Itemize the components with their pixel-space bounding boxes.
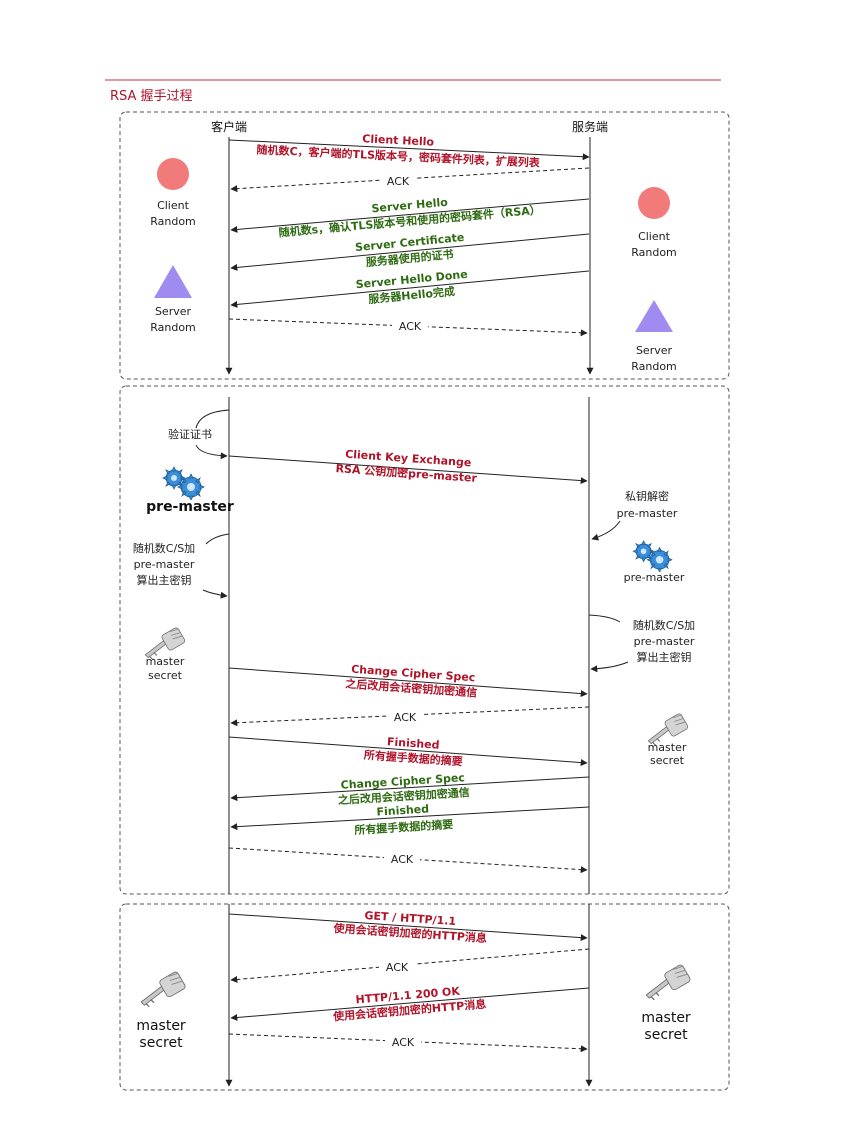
master-client-3-1: master: [136, 1018, 186, 1034]
ack5-label: ACK: [386, 961, 409, 974]
master-server-3-1: master: [641, 1010, 691, 1026]
cke-arrow: [228, 455, 588, 485]
page-title: RSA 握手过程: [110, 89, 193, 104]
gear-icon-server: [632, 540, 673, 572]
key-icon-client-3: [140, 970, 187, 1008]
calc-client-1: 随机数C/S加: [133, 541, 195, 555]
phase3-box: [119, 903, 730, 1091]
server-random-icon: [635, 300, 673, 332]
decrypt-bracket: [591, 520, 621, 541]
ccs-client-arrow: [228, 667, 588, 698]
ccs-server-arrow: [230, 776, 590, 802]
client-label: 客户端: [211, 119, 247, 134]
get-label: GET / HTTP/1.1: [364, 909, 456, 928]
server-random-server-label-1: Server: [636, 344, 673, 357]
fin-client-label: Finished: [387, 735, 440, 752]
fin-server-arrow: [230, 806, 590, 831]
calc-server-2: pre-master: [634, 635, 695, 648]
pre-master-client: pre-master: [146, 499, 234, 515]
pre-master-server: pre-master: [624, 571, 685, 584]
client-random-icon: [157, 158, 189, 190]
client-random-server-label-1: Client: [638, 230, 671, 243]
ack5-arrow: [230, 948, 590, 983]
master-server-2: secret: [650, 754, 685, 767]
fin-server-detail: 所有握手数据的摘要: [354, 817, 454, 837]
master-client-1: master: [146, 655, 185, 668]
master-client-2: secret: [148, 669, 183, 682]
fin-server-label: Finished: [376, 802, 429, 818]
client-hello-label: Client Hello: [362, 132, 435, 148]
fin-client-arrow: [228, 736, 588, 767]
server-random-label-2: Random: [150, 321, 196, 334]
client-random-label-2: Random: [150, 215, 196, 228]
client-hello-arrow: [228, 139, 590, 161]
fin-client-detail: 所有握手数据的摘要: [363, 748, 463, 769]
gear-icon-client: [162, 466, 205, 500]
key-icon-server-3: [645, 963, 692, 1001]
server-random-icon-client-side: [154, 265, 192, 298]
ack1-label: ACK: [387, 175, 410, 188]
ack2-label: ACK: [399, 320, 422, 333]
ack3-arrow: [230, 706, 590, 727]
ack1-arrow: [230, 167, 590, 193]
client-random-server-label-2: Random: [631, 246, 677, 259]
decrypt-label-2: pre-master: [617, 507, 678, 520]
calc-server-bracket-bottom: [590, 661, 629, 673]
server-done-arrow: [230, 270, 590, 308]
ack4-label: ACK: [391, 853, 414, 866]
ack6-label: ACK: [392, 1036, 415, 1049]
ack6-arrow: [228, 1033, 588, 1053]
resp-arrow: [230, 987, 590, 1021]
decrypt-label-1: 私钥解密: [625, 489, 669, 503]
calc-server-1: 随机数C/S加: [633, 618, 695, 632]
calc-client-2: pre-master: [134, 558, 195, 571]
ack2-arrow: [228, 318, 588, 337]
calc-client-bracket-top: [205, 533, 230, 545]
calc-client-3: 算出主密钥: [137, 573, 192, 587]
master-server-1: master: [648, 741, 687, 754]
client-random-label-1: Client: [157, 199, 190, 212]
server-label: 服务端: [572, 119, 608, 134]
master-server-3-2: secret: [644, 1027, 688, 1043]
server-random-server-label-2: Random: [631, 360, 677, 373]
phase2-box: [119, 385, 730, 895]
server-random-label-1: Server: [155, 305, 192, 318]
master-client-3-2: secret: [139, 1035, 183, 1051]
verify-cert-bracket: [195, 409, 229, 456]
server-hello-arrow: [230, 198, 590, 233]
verify-cert-label: 验证证书: [168, 427, 212, 441]
get-arrow: [228, 913, 588, 942]
server-cert-arrow: [230, 233, 590, 271]
calc-client-bracket-bottom: [202, 589, 228, 599]
calc-server-bracket-top: [588, 614, 621, 623]
calc-server-3: 算出主密钥: [637, 650, 692, 664]
ack4-arrow: [228, 847, 588, 874]
client-random-icon-server-side: [638, 187, 670, 219]
phase1-box: [119, 111, 730, 380]
ack3-label: ACK: [394, 711, 417, 724]
